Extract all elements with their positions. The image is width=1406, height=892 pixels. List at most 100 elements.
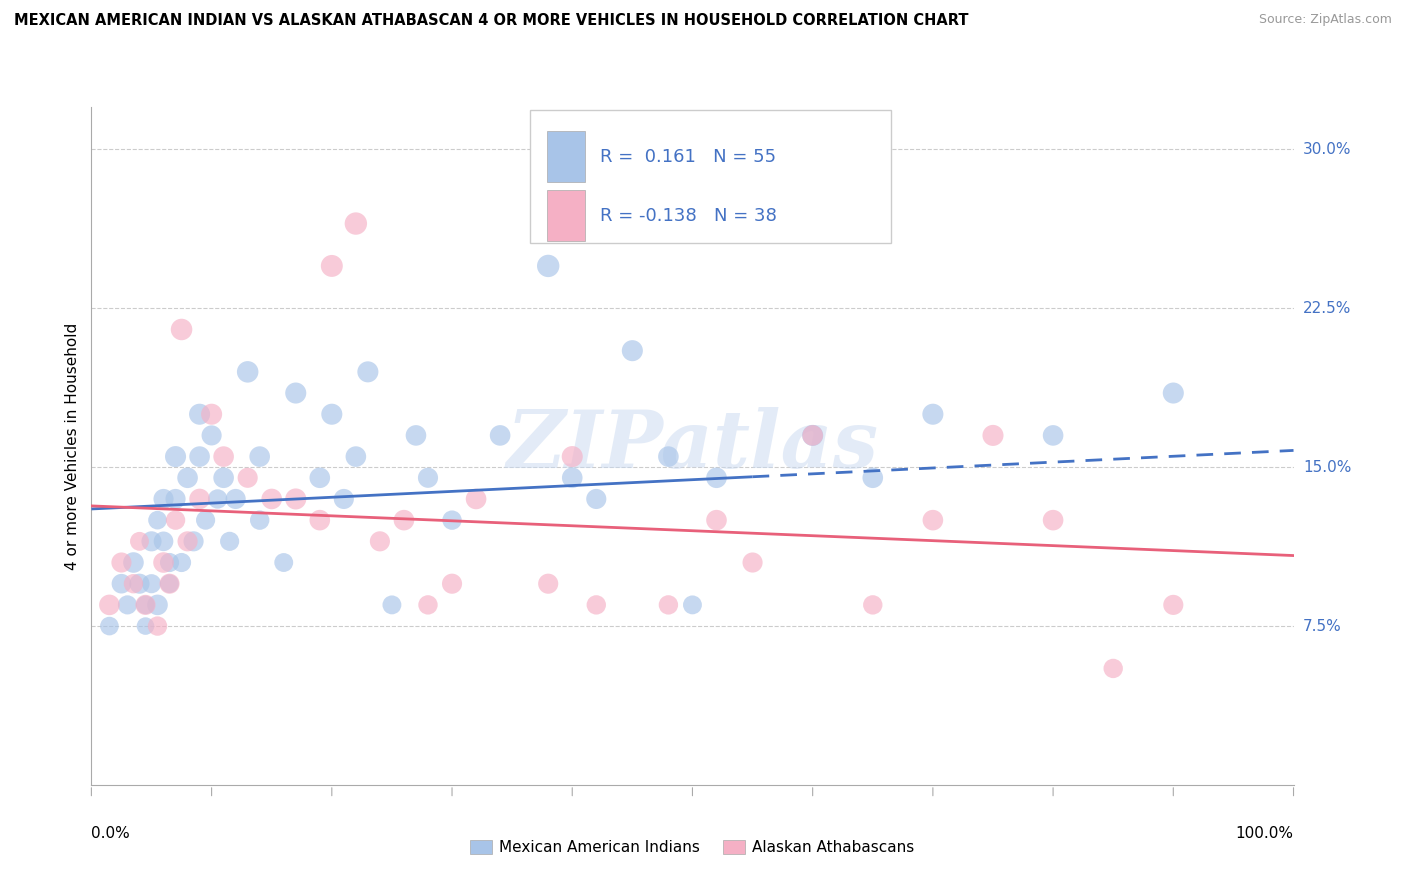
Text: R = -0.138   N = 38: R = -0.138 N = 38 [600,207,776,225]
Text: 100.0%: 100.0% [1236,826,1294,840]
Point [212,450,235,464]
Point [537,576,560,591]
Point [117,598,139,612]
Point [134,598,156,612]
Point [152,534,174,549]
Point [657,450,679,464]
Text: 22.5%: 22.5% [1303,301,1351,316]
Point [194,513,217,527]
Point [146,598,169,612]
FancyBboxPatch shape [530,111,891,243]
Point [152,556,174,570]
Point [440,513,463,527]
Point [621,343,644,358]
Point [1161,386,1184,401]
Point [392,513,415,527]
Point [122,576,145,591]
Point [537,259,560,273]
Point [321,259,343,273]
FancyBboxPatch shape [547,131,585,182]
Point [561,450,583,464]
Text: MEXICAN AMERICAN INDIAN VS ALASKAN ATHABASCAN 4 OR MORE VEHICLES IN HOUSEHOLD CO: MEXICAN AMERICAN INDIAN VS ALASKAN ATHAB… [14,13,969,29]
Text: 15.0%: 15.0% [1303,459,1351,475]
Point [368,534,391,549]
Point [357,365,380,379]
Point [922,513,945,527]
Point [405,428,427,442]
Point [260,491,283,506]
Point [1042,428,1064,442]
Point [489,428,512,442]
Y-axis label: 4 or more Vehicles in Household: 4 or more Vehicles in Household [65,322,80,570]
Point [981,428,1004,442]
Point [585,491,607,506]
Point [236,471,259,485]
Point [212,471,235,485]
Point [381,598,404,612]
Point [681,598,703,612]
Point [801,428,824,442]
Point [122,556,145,570]
Point [1161,598,1184,612]
Point [152,491,174,506]
Point [741,556,763,570]
Point [922,407,945,421]
Point [110,556,132,570]
Point [176,471,198,485]
Point [416,598,439,612]
Point [862,598,884,612]
Text: 7.5%: 7.5% [1303,618,1341,633]
Point [141,534,163,549]
Point [98,619,121,633]
Point [188,450,211,464]
Point [344,450,367,464]
Point [862,471,884,485]
Point [170,322,193,336]
Point [706,513,728,527]
Point [146,513,169,527]
Point [128,576,150,591]
Point [165,450,187,464]
Text: 0.0%: 0.0% [91,826,131,840]
Point [159,576,181,591]
Point [176,534,198,549]
Text: R =  0.161   N = 55: R = 0.161 N = 55 [600,147,776,166]
Point [1042,513,1064,527]
Point [561,471,583,485]
Point [308,513,330,527]
Point [706,471,728,485]
Point [201,428,224,442]
Text: 30.0%: 30.0% [1303,142,1351,157]
Point [201,407,224,421]
Point [207,491,229,506]
Point [284,386,307,401]
Point [170,556,193,570]
Point [284,491,307,506]
Point [416,471,439,485]
Point [308,471,330,485]
Point [273,556,295,570]
Point [225,491,247,506]
Point [188,407,211,421]
Point [159,556,181,570]
FancyBboxPatch shape [547,190,585,241]
Point [165,513,187,527]
Point [98,598,121,612]
Point [165,491,187,506]
Point [146,619,169,633]
Point [236,365,259,379]
Point [183,534,205,549]
Point [249,450,271,464]
Text: Source: ZipAtlas.com: Source: ZipAtlas.com [1258,13,1392,27]
Point [128,534,150,549]
Point [110,576,132,591]
Point [1102,661,1125,675]
Point [134,619,156,633]
Point [249,513,271,527]
Legend: Mexican American Indians, Alaskan Athabascans: Mexican American Indians, Alaskan Athaba… [471,839,914,855]
Point [141,576,163,591]
Point [465,491,488,506]
Point [159,576,181,591]
Point [585,598,607,612]
Point [801,428,824,442]
